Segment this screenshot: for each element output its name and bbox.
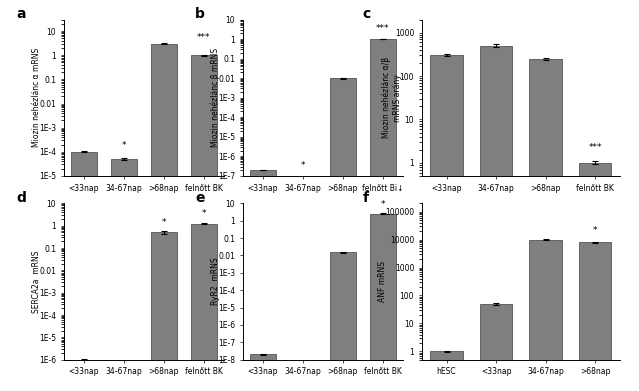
- Y-axis label: Miozin nehézlánc α mRNS: Miozin nehézlánc α mRNS: [32, 48, 41, 147]
- Text: c: c: [362, 7, 371, 21]
- Bar: [151, 44, 177, 391]
- Y-axis label: Miozin nehézlánc β mRNS: Miozin nehézlánc β mRNS: [210, 48, 220, 147]
- Bar: [480, 46, 512, 391]
- Bar: [250, 170, 276, 391]
- Text: ***: ***: [376, 24, 389, 33]
- Bar: [369, 39, 396, 391]
- Bar: [579, 163, 611, 391]
- Bar: [71, 360, 97, 391]
- Text: ***: ***: [197, 33, 210, 42]
- Text: *: *: [121, 141, 126, 150]
- Bar: [530, 240, 562, 391]
- Y-axis label: RyR2  mRNS: RyR2 mRNS: [211, 258, 220, 305]
- Bar: [579, 242, 611, 391]
- Bar: [431, 352, 463, 391]
- Bar: [190, 224, 217, 391]
- Bar: [330, 78, 356, 391]
- Text: *: *: [162, 218, 166, 227]
- Bar: [289, 178, 316, 391]
- Text: *: *: [380, 200, 385, 209]
- Bar: [111, 159, 137, 391]
- Bar: [530, 59, 562, 391]
- Y-axis label: ANF mRNS: ANF mRNS: [378, 261, 387, 302]
- Bar: [190, 55, 217, 391]
- Text: e: e: [195, 191, 204, 205]
- Y-axis label: Miozin nehézlánc α/β
mRNS arány: Miozin nehézlánc α/β mRNS arány: [382, 57, 402, 138]
- Text: d: d: [16, 191, 26, 205]
- Text: *: *: [300, 161, 305, 170]
- Bar: [71, 152, 97, 391]
- Bar: [431, 55, 463, 391]
- Bar: [369, 214, 396, 391]
- Bar: [111, 369, 137, 391]
- Bar: [289, 361, 316, 391]
- Bar: [480, 304, 512, 391]
- Bar: [151, 232, 177, 391]
- Bar: [330, 253, 356, 391]
- Text: *: *: [201, 209, 206, 218]
- Text: f: f: [362, 191, 368, 205]
- Text: *: *: [593, 226, 597, 235]
- Text: ***: ***: [589, 143, 602, 152]
- Text: a: a: [16, 7, 26, 21]
- Bar: [250, 355, 276, 391]
- Y-axis label: SERCA2a  mRNS: SERCA2a mRNS: [32, 250, 41, 313]
- Text: b: b: [195, 7, 204, 21]
